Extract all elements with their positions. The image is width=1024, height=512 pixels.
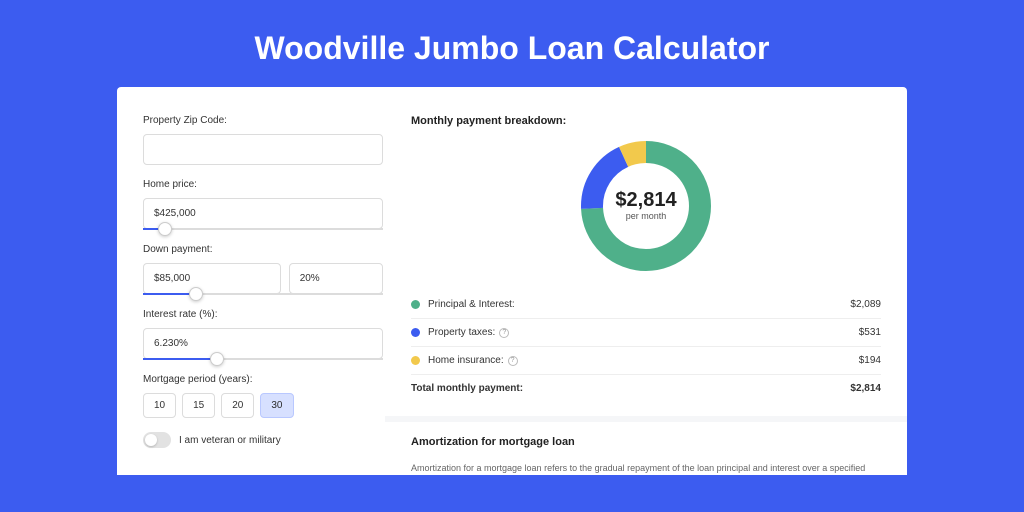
- legend-value: $194: [859, 355, 881, 366]
- legend-row-0: Principal & Interest:$2,089: [411, 291, 881, 319]
- total-row: Total monthly payment: $2,814: [411, 375, 881, 402]
- legend-dot-icon: [411, 356, 420, 365]
- svg-text:$2,814: $2,814: [615, 189, 677, 211]
- page-title: Woodville Jumbo Loan Calculator: [0, 0, 1024, 87]
- down-payment-field-group: Down payment:: [143, 244, 383, 295]
- down-payment-label: Down payment:: [143, 244, 383, 255]
- veteran-toggle-row: I am veteran or military: [143, 432, 383, 448]
- home-price-label: Home price:: [143, 179, 383, 190]
- home-price-slider[interactable]: [143, 228, 383, 230]
- interest-rate-slider-fill: [143, 358, 217, 360]
- legend-dot-icon: [411, 328, 420, 337]
- mortgage-period-label: Mortgage period (years):: [143, 374, 383, 385]
- amortization-text: Amortization for a mortgage loan refers …: [411, 462, 881, 475]
- legend-value: $531: [859, 327, 881, 338]
- legend-row-2: Home insurance:?$194: [411, 347, 881, 375]
- interest-rate-slider-thumb[interactable]: [210, 352, 224, 366]
- amortization-section: Amortization for mortgage loan Amortizat…: [385, 416, 907, 475]
- results-column: Monthly payment breakdown: $2,814per mon…: [411, 115, 881, 475]
- help-icon[interactable]: ?: [508, 356, 518, 366]
- donut-chart: $2,814per month: [411, 141, 881, 271]
- svg-text:per month: per month: [626, 211, 667, 221]
- breakdown-legend: Principal & Interest:$2,089Property taxe…: [411, 291, 881, 375]
- legend-label: Principal & Interest:: [428, 299, 850, 310]
- veteran-toggle[interactable]: [143, 432, 171, 448]
- zip-field-group: Property Zip Code:: [143, 115, 383, 165]
- home-price-field-group: Home price:: [143, 179, 383, 230]
- home-price-slider-thumb[interactable]: [158, 222, 172, 236]
- total-row-value: $2,814: [850, 383, 881, 394]
- mortgage-period-option-15[interactable]: 15: [182, 393, 215, 418]
- legend-label: Property taxes:?: [428, 327, 859, 338]
- mortgage-period-options: 10152030: [143, 393, 383, 418]
- home-price-input[interactable]: [143, 198, 383, 229]
- veteran-toggle-label: I am veteran or military: [179, 435, 281, 446]
- legend-row-1: Property taxes:?$531: [411, 319, 881, 347]
- zip-input[interactable]: [143, 134, 383, 165]
- veteran-toggle-knob: [145, 434, 157, 446]
- breakdown-heading: Monthly payment breakdown:: [411, 115, 881, 127]
- down-payment-slider[interactable]: [143, 293, 383, 295]
- mortgage-period-option-10[interactable]: 10: [143, 393, 176, 418]
- down-payment-pct-input[interactable]: [289, 263, 383, 294]
- down-payment-slider-thumb[interactable]: [189, 287, 203, 301]
- legend-label: Home insurance:?: [428, 355, 859, 366]
- down-payment-amount-input[interactable]: [143, 263, 281, 294]
- zip-label: Property Zip Code:: [143, 115, 383, 126]
- mortgage-period-field-group: Mortgage period (years): 10152030: [143, 374, 383, 418]
- interest-rate-label: Interest rate (%):: [143, 309, 383, 320]
- mortgage-period-option-20[interactable]: 20: [221, 393, 254, 418]
- interest-rate-input[interactable]: [143, 328, 383, 359]
- total-row-label: Total monthly payment:: [411, 383, 850, 394]
- interest-rate-field-group: Interest rate (%):: [143, 309, 383, 360]
- calculator-card: Property Zip Code: Home price: Down paym…: [117, 87, 907, 475]
- mortgage-period-option-30[interactable]: 30: [260, 393, 293, 418]
- form-column: Property Zip Code: Home price: Down paym…: [143, 115, 383, 475]
- legend-dot-icon: [411, 300, 420, 309]
- interest-rate-slider[interactable]: [143, 358, 383, 360]
- legend-value: $2,089: [850, 299, 881, 310]
- amortization-heading: Amortization for mortgage loan: [411, 436, 881, 448]
- help-icon[interactable]: ?: [499, 328, 509, 338]
